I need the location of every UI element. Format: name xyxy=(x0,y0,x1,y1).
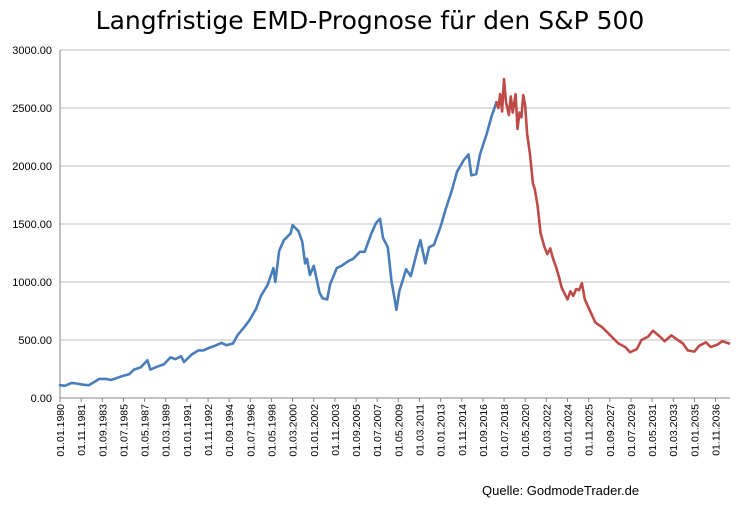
x-tick-label: 01.07.1985 xyxy=(118,404,130,457)
x-tick-label: 01.01.2002 xyxy=(309,404,321,457)
x-tick-label: 01.09.1983 xyxy=(97,404,109,457)
y-tick-label: 1000.00 xyxy=(12,277,52,289)
series-line-1 xyxy=(58,100,498,388)
x-tick-label: 01.11.1992 xyxy=(203,404,215,456)
x-tick-label: 01.11.1981 xyxy=(76,404,88,456)
x-tick-label: 01.03.2011 xyxy=(414,404,426,456)
x-tick-label: 01.09.2027 xyxy=(605,404,617,457)
series-lines xyxy=(58,77,731,388)
source-note: Quelle: GodmodeTrader.de xyxy=(482,483,640,498)
x-tick-labels: 01.01.1980 01.11.1981 01.09.1983 01.07.1985… xyxy=(55,398,723,457)
x-tick-label: 01.01.2013 xyxy=(436,404,448,457)
x-tick-label: 01.01.1980 xyxy=(55,404,67,457)
y-tick-labels: 0.00 500.00 1000.00 1500.00 2000.00 2500.00 30… xyxy=(12,45,52,405)
x-tick-label: 01.05.2009 xyxy=(393,404,405,457)
y-tick-label: 1500.00 xyxy=(12,219,52,231)
x-tick-label: 01.11.2014 xyxy=(457,404,469,456)
x-tick-label: 01.01.1991 xyxy=(182,404,194,457)
x-tick-label: 01.09.2016 xyxy=(478,404,490,457)
x-tick-label: 01.05.2020 xyxy=(520,404,532,457)
x-tick-label: 01.09.1994 xyxy=(224,404,236,457)
x-tick-label: 01.05.1998 xyxy=(266,404,278,457)
x-tick-label: 01.07.2007 xyxy=(372,404,384,457)
y-tick-label: 2500.00 xyxy=(12,103,52,115)
y-tick-label: 3000.00 xyxy=(12,45,52,57)
y-tick-label: 2000.00 xyxy=(12,161,52,173)
x-tick-label: 01.03.1989 xyxy=(161,404,173,457)
gridlines xyxy=(60,49,730,341)
x-tick-label: 01.05.2031 xyxy=(647,404,659,457)
x-tick-label: 01.07.2029 xyxy=(626,404,638,457)
chart-title: Langfristige EMD-Prognose für den S&P 50… xyxy=(95,6,645,35)
x-tick-label: 01.07.2018 xyxy=(499,404,511,457)
axes xyxy=(59,50,730,399)
x-tick-label: 01.01.2024 xyxy=(563,404,575,457)
x-tick-label: 01.11.2036 xyxy=(711,404,723,456)
x-tick-label: 01.01.2035 xyxy=(689,404,701,457)
x-tick-label: 01.11.2025 xyxy=(584,404,596,456)
x-tick-label: 01.03.2022 xyxy=(541,404,553,457)
series-line-2 xyxy=(495,77,731,354)
x-tick-label: 01.07.1996 xyxy=(245,404,257,457)
y-tick-label: 0.00 xyxy=(31,393,52,405)
x-tick-label: 01.09.2005 xyxy=(351,404,363,457)
x-tick-label: 01.11.2003 xyxy=(330,404,342,456)
x-tick-label: 01.03.2033 xyxy=(668,404,680,457)
x-tick-label: 01.05.1987 xyxy=(140,404,152,457)
y-tick-label: 500.00 xyxy=(18,335,52,347)
x-tick-label: 01.03.2000 xyxy=(288,404,300,457)
